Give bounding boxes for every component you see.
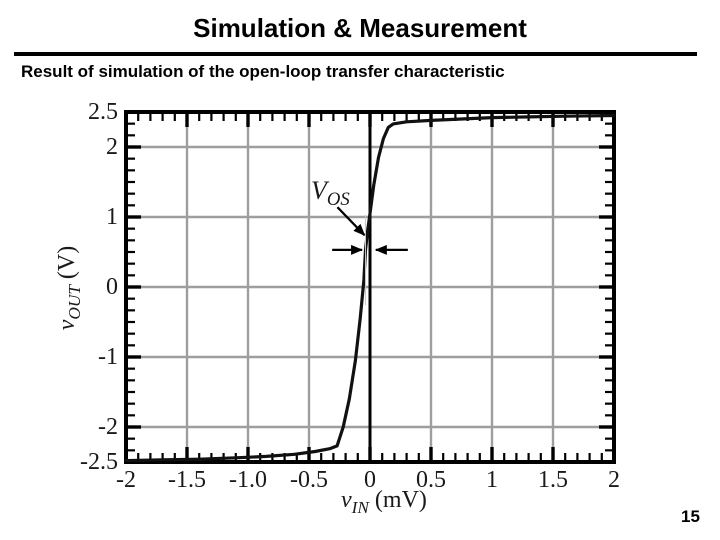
y-tick-label: 0	[106, 274, 118, 300]
vos-leader-arrow	[336, 206, 366, 236]
y-tick-label: 2	[106, 134, 118, 160]
x-tick-label: 0	[364, 467, 376, 493]
x-tick-label: -1.0	[229, 467, 267, 493]
vos-annotation-label: VOS	[311, 176, 350, 209]
y-tick-label: -2	[98, 414, 118, 440]
x-axis-unit: (mV)	[374, 487, 427, 513]
y-tick-label: 1	[106, 204, 118, 230]
plot-frame	[124, 110, 616, 464]
x-tick-label: -1.5	[168, 467, 206, 493]
x-tick-label: 0.5	[416, 467, 446, 493]
x-tick-label: 1	[486, 467, 498, 493]
x-axis-title: vIN (mV)	[341, 487, 427, 517]
vos-subscript: OS	[326, 189, 350, 211]
y-tick-label: 2.5	[88, 99, 118, 125]
y-tick-label: -1	[98, 344, 118, 370]
slide-subtitle: Result of simulation of the open-loop tr…	[21, 62, 505, 81]
x-tick-label: 1.5	[538, 467, 568, 493]
vos-variable: V	[311, 176, 327, 205]
title-divider	[14, 52, 697, 56]
page-number: 15	[681, 507, 700, 526]
slide-title: Simulation & Measurement	[193, 13, 527, 43]
y-tick-label: -2.5	[80, 449, 118, 475]
x-axis-subscript: IN	[351, 497, 369, 517]
x-axis-variable: v	[341, 487, 352, 513]
x-tick-label: 2	[608, 467, 620, 493]
x-tick-label: -0.5	[290, 467, 328, 493]
y-axis-variable: v	[54, 319, 80, 331]
x-tick-label: -2	[116, 467, 136, 493]
